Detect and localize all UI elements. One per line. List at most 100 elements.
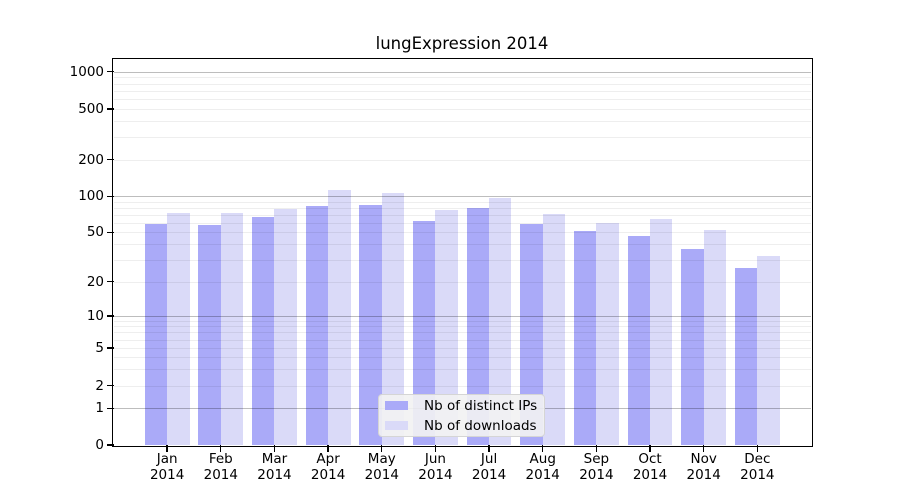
x-tick-mark [327,445,329,452]
x-tick-label-apr: Apr 2014 [310,451,346,483]
grid-line-minor [113,339,811,341]
y-tick-mark [107,108,114,110]
y-tick-label-2: 2 [95,377,104,394]
y-tick-label-10: 10 [86,307,104,324]
bar-distinct-ips-apr [305,205,329,445]
grid-line-minor [113,357,811,359]
x-tick-label-sep: Sep 2014 [579,451,614,483]
grid-line-minor [113,90,811,92]
grid-line-minor [113,121,811,123]
x-tick-mark [649,445,651,452]
y-tick-mark [107,315,114,317]
x-tick-label-mar: Mar 2014 [257,451,292,483]
x-tick-label-oct: Oct 2014 [632,451,668,483]
x-tick-mark [595,445,598,452]
grid-line-minor [113,332,811,334]
grid-line-minor [113,83,811,85]
grid-line-minor [113,320,811,322]
bar-downloads-apr [328,189,351,445]
grid-line-minor [113,222,811,224]
plot-area [111,58,813,447]
y-tick-label-1: 1 [95,400,104,417]
grid-line-minor [113,348,811,350]
grid-line-major [113,196,811,198]
bar-distinct-ips-nov [681,248,704,445]
y-tick-label-200: 200 [78,151,104,168]
bar-downloads-may [381,192,405,445]
grid-line-major [113,315,811,317]
y-tick-mark [107,280,114,283]
bar-downloads-sep [596,222,619,445]
grid-line-major [113,71,811,73]
y-tick-mark [107,444,114,446]
x-tick-mark [488,445,490,452]
bar-downloads-jun [435,209,458,445]
bar-downloads-feb [220,213,244,445]
bar-downloads-jul [489,197,512,445]
y-tick-mark [107,195,114,197]
y-tick-label-20: 20 [86,273,104,290]
bar-distinct-ips-dec [734,267,758,445]
grid-line-minor [113,201,811,203]
bar-downloads-mar [274,208,297,445]
grid-line-minor [113,369,811,371]
bar-downloads-oct [650,218,673,445]
bar-downloads-dec [757,256,780,445]
bar-distinct-ips-may [359,205,382,445]
bar-distinct-ips-jul [466,207,490,445]
x-tick-label-jul: Jul 2014 [471,451,507,483]
y-tick-label-50: 50 [86,224,104,241]
bar-downloads-jan [167,213,190,445]
legend-label-distinct-ips: Nb of distinct IPs [424,397,538,414]
x-tick-mark [702,445,705,452]
y-tick-mark [107,385,114,387]
x-tick-label-nov: Nov 2014 [686,451,721,483]
bar-downloads-nov [703,230,727,445]
x-tick-mark [434,445,437,452]
grid-line-minor [113,207,811,209]
y-tick-mark [107,347,114,349]
bar-distinct-ips-sep [573,231,597,445]
x-tick-label-dec: Dec 2014 [740,451,775,483]
x-tick-mark [756,445,759,452]
y-tick-label-5: 5 [95,340,104,357]
bar-distinct-ips-aug [520,223,543,445]
grid-line-minor [113,159,811,161]
bar-distinct-ips-jan [144,223,168,445]
bar-distinct-ips-mar [252,217,275,445]
grid-line-minor [113,281,811,283]
bar-downloads-aug [542,214,566,445]
y-tick-label-500: 500 [78,100,104,117]
grid-line-minor [113,259,811,261]
legend-label-downloads: Nb of downloads [424,417,537,434]
grid-line-minor [113,77,811,79]
x-tick-label-feb: Feb 2014 [203,451,238,483]
grid-line-minor [113,137,811,139]
chart-title: lungExpression 2014 [375,34,549,53]
x-tick-label-aug: Aug 2014 [525,451,560,483]
grid-line-minor [113,232,811,234]
x-tick-mark [220,445,222,452]
legend: Nb of distinct IPs Nb of downloads [378,394,545,437]
grid-line-minor [113,326,811,328]
x-tick-mark [273,445,276,452]
y-tick-mark [107,407,114,409]
legend-swatch-downloads [385,420,408,431]
bar-distinct-ips-jun [413,221,436,445]
y-tick-mark [107,159,114,161]
legend-item-downloads: Nb of downloads [379,417,544,434]
grid-line-minor [113,214,811,216]
y-tick-mark [107,70,114,73]
x-tick-mark [381,445,383,452]
x-tick-label-may: May 2014 [364,451,399,483]
y-tick-label-100: 100 [78,188,104,205]
x-tick-mark [166,445,168,452]
y-tick-label-1000: 1000 [69,63,104,80]
y-tick-label-0: 0 [95,437,104,453]
legend-item-distinct-ips: Nb of distinct IPs [379,397,544,414]
bar-distinct-ips-feb [198,224,221,445]
grid-line-minor [113,99,811,100]
grid-line-minor [113,385,811,387]
x-tick-label-jan: Jan 2014 [149,451,185,483]
